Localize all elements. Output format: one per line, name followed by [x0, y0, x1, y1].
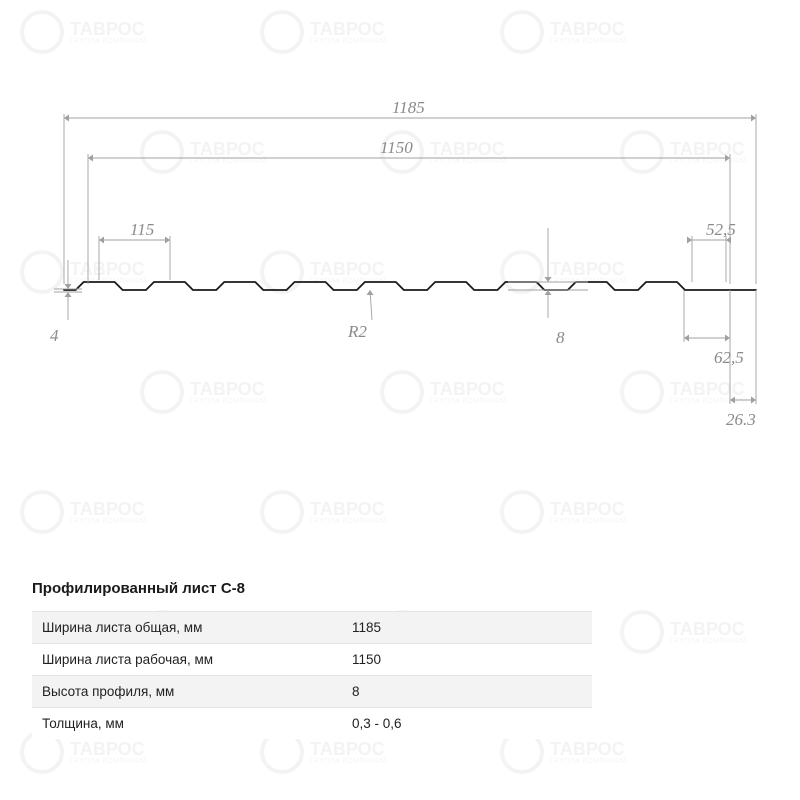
watermark-text: ТАВРОСГРУППА КОМПАНИЙ	[310, 500, 387, 525]
watermark-sub: ГРУППА КОМПАНИЙ	[70, 38, 147, 45]
watermark-sub: ГРУППА КОМПАНИЙ	[550, 518, 627, 525]
spec-row: Ширина листа рабочая, мм1150	[32, 643, 592, 675]
dim-working-width: 1150	[380, 138, 413, 158]
watermark-main: ТАВРОС	[310, 740, 387, 758]
watermark-sub: ГРУППА КОМПАНИЙ	[310, 518, 387, 525]
spec-row-value: 0,3 - 0,6	[352, 716, 402, 731]
watermark-icon	[500, 490, 544, 534]
spec-row-value: 8	[352, 684, 360, 699]
spec-row-label: Толщина, мм	[42, 716, 352, 731]
watermark-sub: ГРУППА КОМПАНИЙ	[550, 758, 627, 765]
dim-bottom-flat: 62,5	[714, 348, 744, 368]
watermark-text: ТАВРОСГРУППА КОМПАНИЙ	[670, 620, 747, 645]
watermark-main: ТАВРОС	[310, 20, 387, 38]
spec-row-label: Ширина листа рабочая, мм	[42, 652, 352, 667]
spec-rows: Ширина листа общая, мм1185Ширина листа р…	[32, 611, 592, 739]
watermark-main: ТАВРОС	[70, 740, 147, 758]
spec-row-label: Высота профиля, мм	[42, 684, 352, 699]
watermark: ТАВРОСГРУППА КОМПАНИЙ	[260, 10, 387, 54]
watermark-icon	[20, 10, 64, 54]
watermark-sub: ГРУППА КОМПАНИЙ	[70, 518, 147, 525]
watermark: ТАВРОСГРУППА КОМПАНИЙ	[500, 490, 627, 534]
watermark-text: ТАВРОСГРУППА КОМПАНИЙ	[550, 740, 627, 765]
dim-height: 8	[556, 328, 565, 348]
watermark-icon	[260, 10, 304, 54]
spec-row: Толщина, мм0,3 - 0,6	[32, 707, 592, 739]
watermark-text: ТАВРОСГРУППА КОМПАНИЙ	[550, 500, 627, 525]
profile-diagram: 1185 1150 115 52,5 62,5 26.3 8 4 R2	[0, 70, 800, 490]
watermark-main: ТАВРОС	[550, 20, 627, 38]
dim-overall-width: 1185	[392, 98, 425, 118]
spec-row: Высота профиля, мм8	[32, 675, 592, 707]
spec-title: Профилированный лист С-8	[32, 580, 592, 597]
watermark: ТАВРОСГРУППА КОМПАНИЙ	[500, 10, 627, 54]
watermark-main: ТАВРОС	[70, 20, 147, 38]
watermark-icon	[500, 10, 544, 54]
watermark-text: ТАВРОСГРУППА КОМПАНИЙ	[70, 740, 147, 765]
diagram-svg	[0, 70, 800, 490]
watermark-text: ТАВРОСГРУППА КОМПАНИЙ	[70, 500, 147, 525]
watermark: ТАВРОСГРУППА КОМПАНИЙ	[20, 490, 147, 534]
watermark-sub: ГРУППА КОМПАНИЙ	[70, 758, 147, 765]
watermark-text: ТАВРОСГРУППА КОМПАНИЙ	[550, 20, 627, 45]
watermark-text: ТАВРОСГРУППА КОМПАНИЙ	[70, 20, 147, 45]
watermark-main: ТАВРОС	[670, 620, 747, 638]
watermark-text: ТАВРОСГРУППА КОМПАНИЙ	[310, 20, 387, 45]
watermark-sub: ГРУППА КОМПАНИЙ	[310, 758, 387, 765]
watermark-icon	[260, 490, 304, 534]
watermark-main: ТАВРОС	[550, 740, 627, 758]
dim-top-flat: 52,5	[706, 220, 736, 240]
spec-row-label: Ширина листа общая, мм	[42, 620, 352, 635]
dim-thickness: 4	[50, 326, 59, 346]
spec-table: Профилированный лист С-8 Ширина листа об…	[32, 580, 592, 739]
watermark-main: ТАВРОС	[550, 500, 627, 518]
dim-pitch: 115	[130, 220, 154, 240]
watermark: ТАВРОСГРУППА КОМПАНИЙ	[620, 610, 747, 654]
dim-end-offset: 26.3	[726, 410, 756, 430]
watermark: ТАВРОСГРУППА КОМПАНИЙ	[260, 490, 387, 534]
watermark-main: ТАВРОС	[310, 500, 387, 518]
watermark-icon	[20, 490, 64, 534]
spec-row-value: 1185	[352, 620, 381, 635]
spec-row-value: 1150	[352, 652, 381, 667]
watermark-sub: ГРУППА КОМПАНИЙ	[550, 38, 627, 45]
watermark-icon	[620, 610, 664, 654]
dim-radius: R2	[348, 322, 367, 342]
watermark: ТАВРОСГРУППА КОМПАНИЙ	[20, 10, 147, 54]
spec-row: Ширина листа общая, мм1185	[32, 611, 592, 643]
watermark-main: ТАВРОС	[70, 500, 147, 518]
watermark-sub: ГРУППА КОМПАНИЙ	[310, 38, 387, 45]
watermark-sub: ГРУППА КОМПАНИЙ	[670, 638, 747, 645]
watermark-text: ТАВРОСГРУППА КОМПАНИЙ	[310, 740, 387, 765]
